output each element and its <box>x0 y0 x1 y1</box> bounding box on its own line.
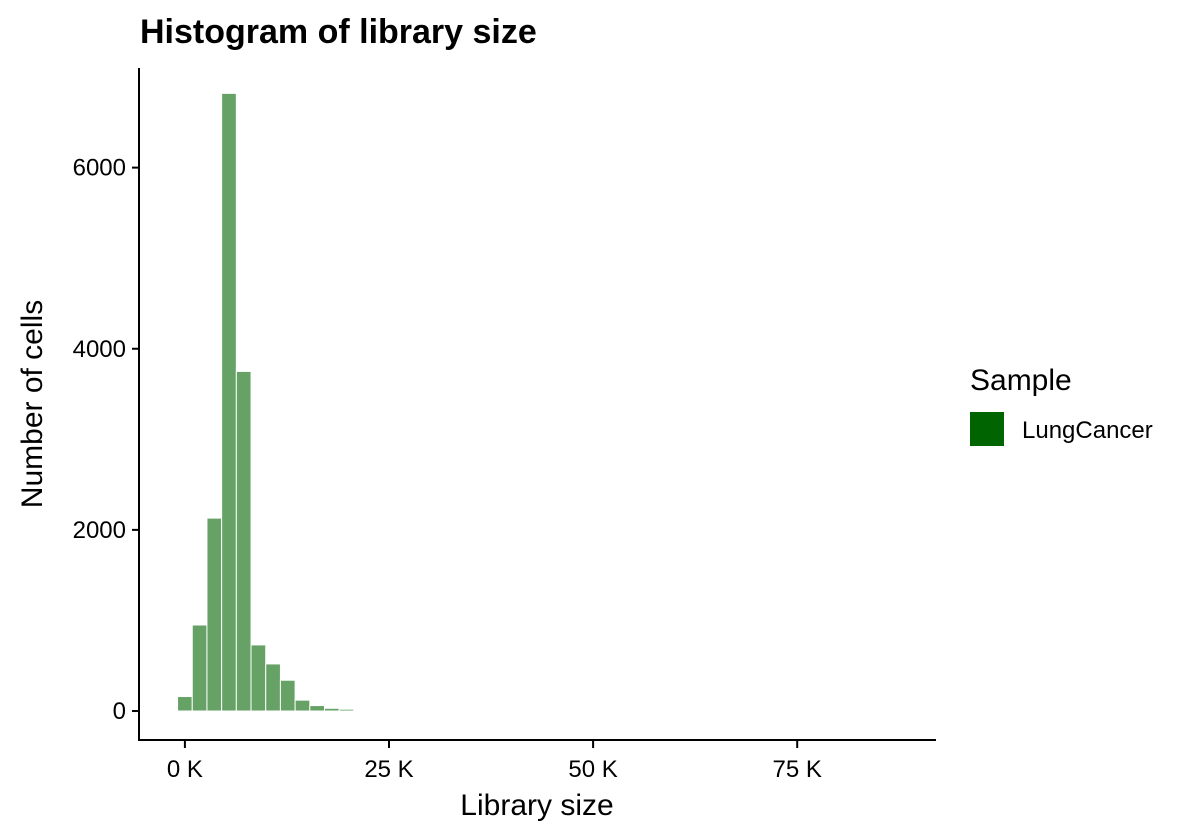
x-ticks-group: 0 K 25 K 50 K 75 K <box>167 740 822 783</box>
histogram-bar <box>250 644 267 712</box>
x-axis-title: Library size <box>460 789 613 822</box>
histogram-bar <box>206 517 223 712</box>
histogram-bar <box>191 624 208 712</box>
histogram-bar <box>397 710 414 713</box>
x-tick-label: 75 K <box>773 756 822 783</box>
histogram-bar <box>412 710 428 713</box>
y-ticks-group: 0 2000 4000 6000 <box>73 155 139 725</box>
legend: Sample LungCancer <box>970 364 1153 446</box>
x-tick-label: 0 K <box>167 756 203 783</box>
x-tick-label: 50 K <box>568 756 617 783</box>
bars-group <box>177 92 443 713</box>
y-tick-label: 0 <box>113 698 126 725</box>
legend-label-lungcancer: LungCancer <box>1022 417 1153 444</box>
y-axis-title: Number of cells <box>16 300 49 508</box>
histogram-bar <box>382 710 399 712</box>
histogram-bar <box>426 710 443 713</box>
y-tick-label: 6000 <box>73 155 126 182</box>
legend-title: Sample <box>970 364 1072 397</box>
y-tick-label: 2000 <box>73 517 126 544</box>
histogram-bar <box>265 663 281 712</box>
histogram-bar <box>294 699 311 712</box>
x-tick-label: 25 K <box>364 756 413 783</box>
histogram-bar <box>368 710 384 712</box>
chart-title: Histogram of library size <box>140 13 537 51</box>
histogram-bar <box>279 679 296 712</box>
histogram-bar <box>177 696 193 712</box>
legend-key-lungcancer <box>970 412 1004 446</box>
histogram-bar <box>324 707 340 712</box>
histogram-bar <box>338 708 355 712</box>
y-tick-label: 4000 <box>73 336 126 363</box>
histogram-bar <box>353 710 370 712</box>
histogram-bar <box>235 370 252 712</box>
histogram-bar <box>221 92 237 712</box>
histogram-bar <box>309 705 326 712</box>
